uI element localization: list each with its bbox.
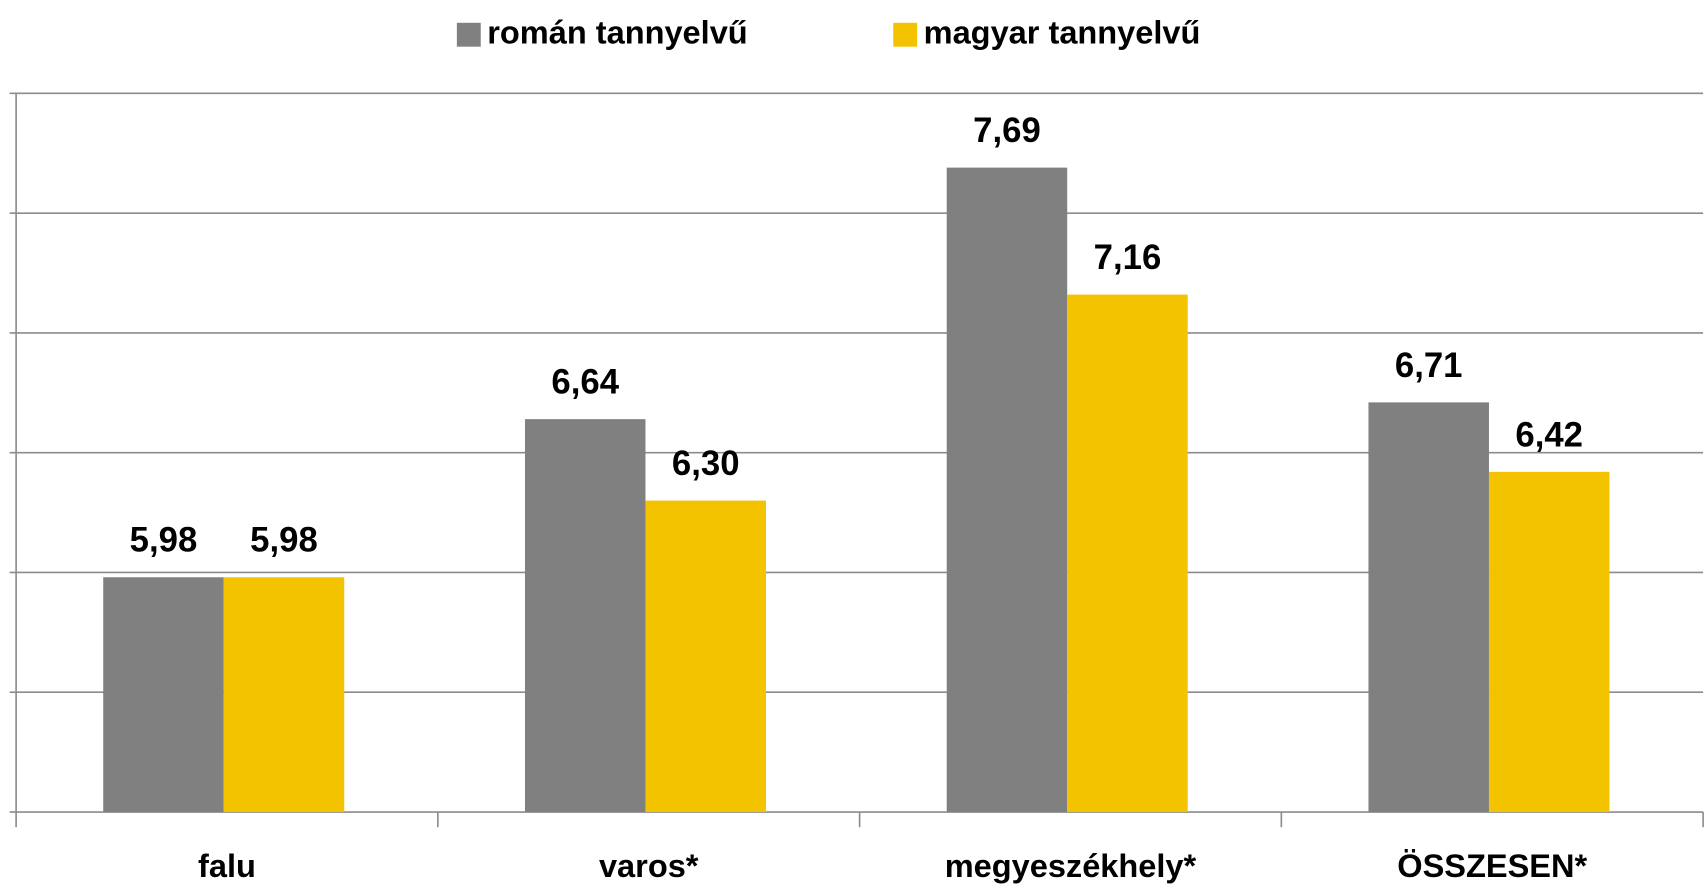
bar <box>1488 471 1610 813</box>
x-tick-label: falu <box>198 848 256 884</box>
bar <box>524 419 646 813</box>
legend-swatch <box>893 22 918 47</box>
bar <box>1067 294 1188 813</box>
value-label: 6,30 <box>672 445 740 483</box>
x-tick-label: varos* <box>599 848 699 884</box>
legend-swatch <box>456 22 481 47</box>
bar <box>1368 402 1489 813</box>
bar <box>946 167 1068 813</box>
legend-label: román tannyelvű <box>487 14 747 50</box>
legend-label: magyar tannyelvű <box>924 14 1201 50</box>
value-label: 6,42 <box>1515 416 1583 454</box>
value-label: 6,64 <box>551 364 619 402</box>
value-label: 7,16 <box>1094 239 1162 277</box>
value-label: 6,71 <box>1395 347 1463 385</box>
value-label: 7,69 <box>973 112 1041 150</box>
value-label: 5,98 <box>130 522 198 560</box>
bar <box>103 577 224 813</box>
x-tick-label: ÖSSZESEN* <box>1397 848 1587 884</box>
value-label: 5,98 <box>250 522 318 560</box>
bar <box>645 500 766 813</box>
bar <box>223 577 345 813</box>
x-tick-label: megyeszékhely* <box>945 848 1197 884</box>
